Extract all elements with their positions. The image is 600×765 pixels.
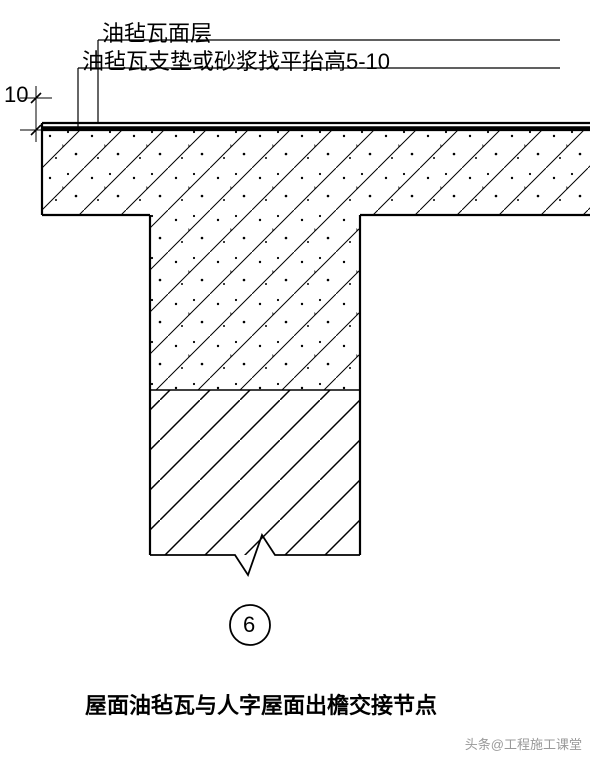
figure-number: 6 bbox=[243, 612, 255, 638]
source-watermark: 头条@工程施工课堂 bbox=[465, 734, 582, 753]
label-pad-layer: 油毡瓦支垫或砂浆找平抬高5-10 bbox=[82, 44, 390, 76]
drawing-canvas bbox=[0, 0, 600, 765]
figure-caption: 屋面油毡瓦与人字屋面出檐交接节点 bbox=[85, 688, 437, 720]
dimension-10: 10 bbox=[4, 82, 28, 108]
